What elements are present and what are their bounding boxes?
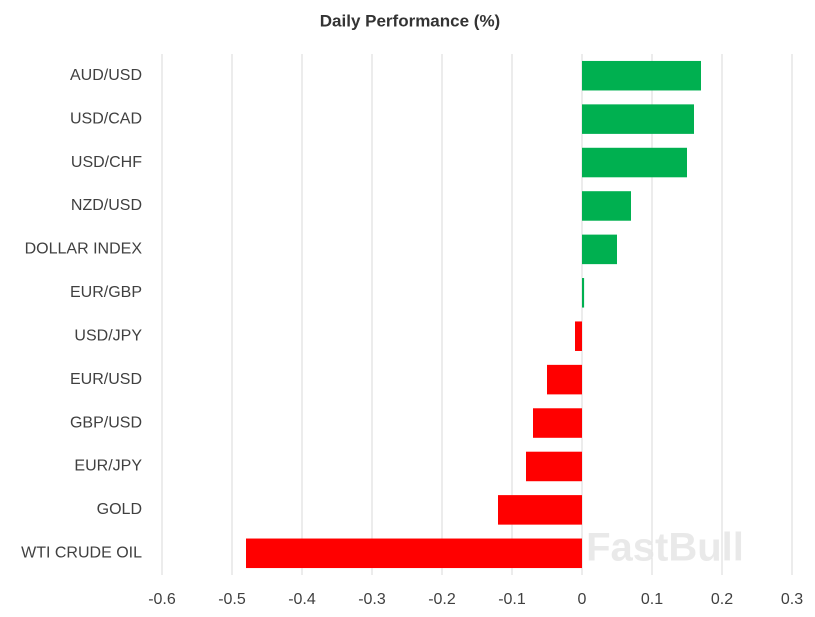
y-tick-label: GBP/USD (70, 414, 142, 431)
bar (575, 321, 582, 351)
x-tick-label: -0.1 (498, 591, 526, 608)
x-tick-label: 0.1 (641, 591, 663, 608)
y-tick-label: AUD/USD (70, 67, 142, 84)
bar (582, 191, 631, 221)
y-tick-label: WTI CRUDE OIL (21, 545, 142, 562)
y-tick-label: EUR/USD (70, 371, 142, 388)
x-tick-label: 0.2 (711, 591, 733, 608)
y-tick-label: USD/CAD (70, 110, 142, 127)
bar (526, 451, 582, 482)
bar (246, 538, 582, 569)
bar (582, 60, 701, 91)
y-tick-label: NZD/USD (71, 197, 142, 214)
y-tick-label: USD/JPY (74, 327, 142, 344)
watermark: FastBull (586, 526, 744, 570)
bar (582, 147, 687, 178)
chart-title: Daily Performance (%) (320, 11, 500, 30)
y-tick-label: EUR/JPY (74, 458, 142, 475)
y-tick-label: USD/CHF (71, 154, 142, 171)
bar (498, 495, 582, 525)
x-tick-label: 0.3 (781, 591, 803, 608)
x-tick-label: -0.3 (358, 591, 386, 608)
bar (582, 234, 617, 265)
x-tick-label: -0.6 (148, 591, 176, 608)
y-tick-label: DOLLAR INDEX (25, 241, 143, 258)
bar (582, 278, 585, 308)
bar (533, 408, 582, 438)
x-tick-label: 0 (578, 591, 587, 608)
x-tick-label: -0.2 (428, 591, 456, 608)
y-tick-label: GOLD (97, 501, 142, 518)
bar (547, 364, 582, 395)
y-tick-label: EUR/GBP (70, 284, 142, 301)
x-tick-label: -0.5 (218, 591, 246, 608)
x-tick-label: -0.4 (288, 591, 316, 608)
bar (582, 104, 694, 134)
